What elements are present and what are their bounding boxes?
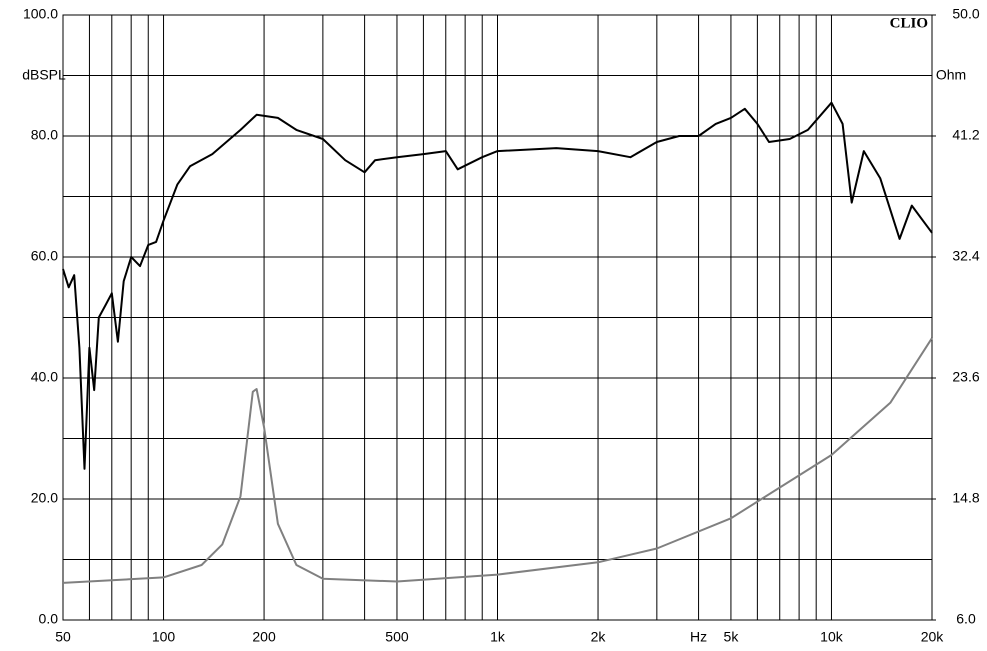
x-tick-label: 500	[385, 629, 409, 645]
y2-tick-label: 50.0	[952, 6, 979, 22]
y2-tick-label: 23.6	[952, 369, 979, 385]
x-tick-label: 50	[55, 629, 71, 645]
x-tick-label: 10k	[820, 629, 844, 645]
y-tick-label: 60.0	[31, 248, 58, 264]
x-tick-label: Hz	[690, 629, 707, 645]
x-tick-label: 1k	[490, 629, 506, 645]
y-tick-label: 80.0	[31, 127, 58, 143]
x-tick-label: 2k	[591, 629, 607, 645]
y-tick-label: 0.0	[39, 611, 59, 627]
brand: CLIO	[890, 15, 928, 31]
y-tick-label: 100.0	[23, 6, 58, 22]
series-line	[62, 337, 933, 584]
x-tick-label: 200	[252, 629, 276, 645]
y-tick-label: 20.0	[31, 490, 58, 506]
x-tick-label: 5k	[724, 629, 740, 645]
y-axis-label: dBSPL	[22, 67, 66, 83]
y-tick-label: 40.0	[31, 369, 58, 385]
x-tick-label: 20k	[921, 629, 945, 645]
y2-axis-label: Ohm	[936, 67, 966, 83]
y2-tick-label: 6.0	[956, 611, 976, 627]
y2-tick-label: 14.8	[952, 490, 979, 506]
x-tick-label: 100	[152, 629, 176, 645]
y2-tick-label: 32.4	[952, 248, 979, 264]
series-line	[62, 101, 933, 470]
y2-tick-label: 41.2	[952, 127, 979, 143]
